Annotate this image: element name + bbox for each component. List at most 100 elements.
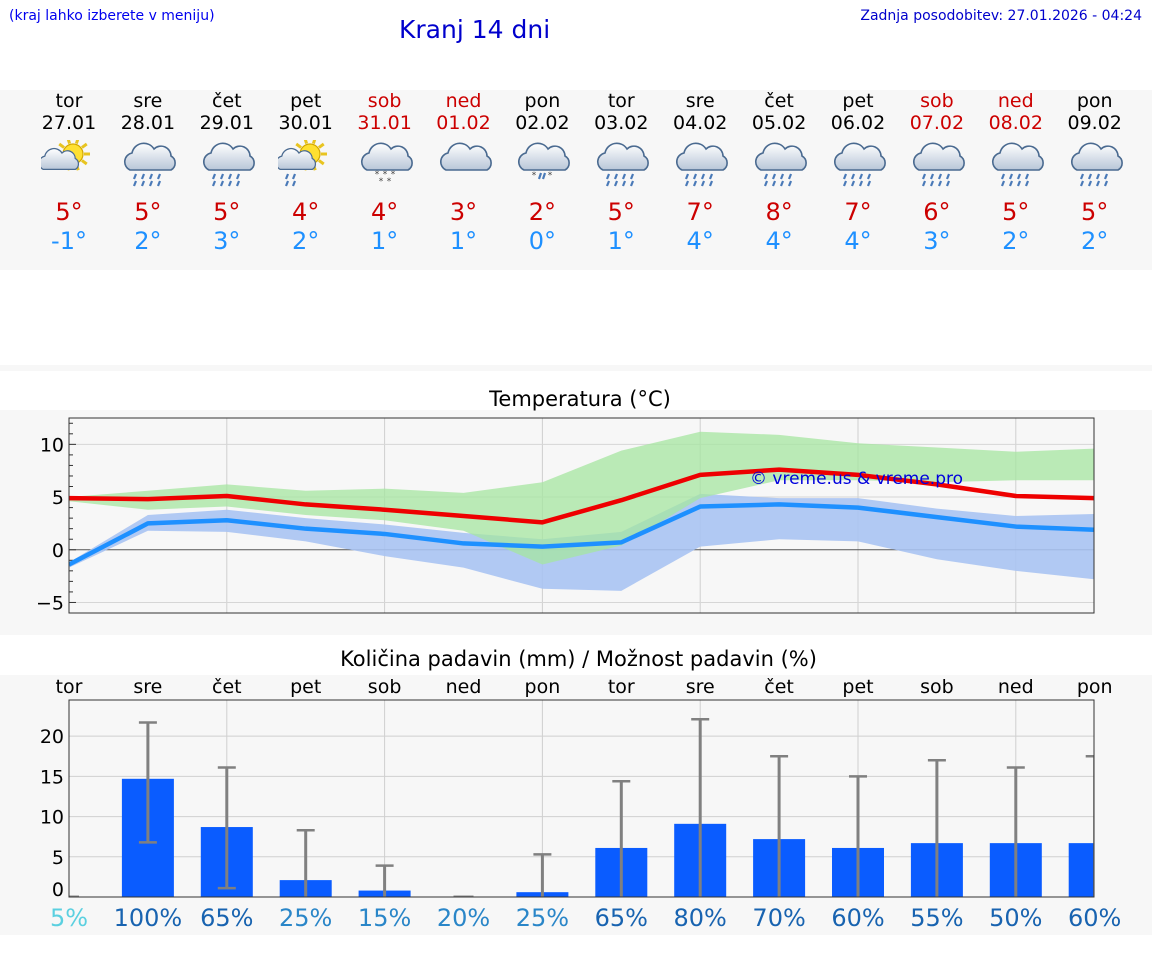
precip-day-label: tor [607, 676, 635, 698]
min-temp: -1° [51, 227, 87, 255]
precip-day-label: tor [55, 676, 83, 698]
min-temp: 2° [292, 227, 320, 255]
min-temp: 2° [1081, 227, 1109, 255]
day-name: sre [133, 90, 163, 112]
day-name: tor [607, 90, 635, 112]
max-temp: 3° [449, 198, 478, 226]
rain-cloud-icon [834, 142, 886, 187]
min-temp: 1° [370, 227, 399, 255]
weather-icon [199, 140, 257, 196]
day-date: 06.02 [830, 112, 886, 134]
precip-probability: 25% [279, 904, 333, 932]
min-temp: 2° [1002, 227, 1030, 255]
last-updated: Zadnja posodobitev: 27.01.2026 - 04:24 [860, 8, 1142, 24]
day-date: 08.02 [988, 112, 1043, 134]
rain-cloud-icon [991, 142, 1044, 187]
svg-text:*: * [548, 171, 553, 181]
min-temp: 4° [844, 227, 872, 255]
precip-day-label: sob [920, 676, 954, 698]
weather-icon [1067, 140, 1125, 196]
precip-probability: 15% [357, 904, 412, 932]
precip-probability: 100% [113, 904, 183, 932]
rain-cloud-icon [1070, 142, 1123, 187]
temperature-chart-title: Temperatura (°C) [489, 387, 671, 411]
day-date: 02.02 [515, 112, 570, 134]
precipitation-chart: 0 5 10 15 20 [40, 699, 1095, 901]
precip-day-label: pon [1076, 676, 1113, 698]
precip-probability: 60% [831, 904, 885, 932]
divider [0, 365, 1152, 371]
day-date: 05.02 [751, 112, 807, 134]
day-name: pet [842, 90, 874, 112]
plot-frame [68, 417, 1095, 614]
day-name: sob [367, 90, 402, 112]
weather-icon [275, 137, 336, 196]
day-name: sob [920, 90, 954, 112]
day-name: sre [685, 90, 715, 112]
svg-text:*: * [532, 171, 537, 181]
weather-icon [751, 140, 809, 196]
precip-probability: 80% [673, 904, 727, 932]
max-temp: 6° [923, 198, 951, 226]
day-name: tor [55, 90, 83, 112]
precip-probability: 20% [436, 904, 491, 932]
precip-probability: 70% [752, 904, 806, 932]
day-date: 04.02 [672, 112, 728, 134]
y-tick-label: 0 [52, 879, 64, 901]
day-name: čet [212, 90, 242, 112]
min-temp: 1° [449, 227, 478, 255]
svg-text:*: * [390, 170, 395, 180]
rain-cloud-icon [597, 142, 650, 187]
precip-probability: 5% [49, 904, 89, 932]
precip-chart-title: Količina padavin (mm) / Možnost padavin … [340, 647, 817, 671]
min-temp: 0° [528, 227, 557, 255]
max-temp: 5° [1002, 198, 1030, 226]
precip-probability: 50% [989, 904, 1043, 932]
rain-cloud-icon [202, 142, 255, 187]
max-temp: 7° [686, 198, 714, 226]
precip-probability: 65% [200, 904, 254, 932]
day-date: 09.02 [1067, 112, 1122, 134]
weather-icon [593, 140, 651, 196]
max-temp: 4° [370, 198, 399, 226]
svg-text:*: * [382, 170, 387, 180]
max-temp: 2° [528, 198, 557, 226]
max-temp: 5° [134, 198, 162, 226]
precip-day-label: sre [685, 676, 715, 698]
location-menu-hint[interactable]: (kraj lahko izberete v meniju) [9, 8, 215, 24]
precip-day-label: sob [367, 676, 402, 698]
day-date: 30.01 [278, 112, 333, 134]
precip-probability: 25% [515, 904, 570, 932]
svg-text:*: * [386, 177, 391, 187]
day-date: 01.02 [436, 112, 491, 134]
weather-icon: * * [514, 140, 572, 196]
y-tick-label: −5 [36, 592, 64, 614]
svg-text:*: * [378, 177, 383, 187]
day-name: ned [997, 90, 1034, 112]
precip-day-label: pet [290, 676, 322, 698]
min-temp: 3° [923, 227, 951, 255]
precip-day-label: čet [764, 676, 794, 698]
temperature-series [69, 431, 1094, 591]
precip-day-label: ned [997, 676, 1034, 698]
min-temp: 4° [686, 227, 714, 255]
day-date: 27.01 [41, 112, 97, 134]
max-temp: 4° [292, 198, 320, 226]
weather-icon [120, 140, 178, 196]
weather-icon [38, 137, 99, 196]
daily-forecast-strip [0, 90, 1152, 270]
rain-cloud-icon [912, 142, 965, 187]
precip-probability: 60% [1068, 904, 1122, 932]
day-date: 07.02 [909, 112, 965, 134]
watermark: © vreme.us & vreme.pro [750, 469, 963, 489]
day-name: čet [764, 90, 794, 112]
temperature-chart: −5 0 5 10 © vreme.us & vreme.pro [36, 417, 1095, 614]
day-name: pon [1076, 90, 1113, 112]
max-temp: 5° [1081, 198, 1109, 226]
svg-text:*: * [374, 170, 379, 180]
weather-icon [909, 140, 967, 196]
y-tick-label: 20 [40, 726, 64, 748]
max-temp-line [69, 467, 1094, 525]
y-tick-label: 5 [52, 847, 64, 869]
y-tick-label: 10 [40, 807, 64, 829]
